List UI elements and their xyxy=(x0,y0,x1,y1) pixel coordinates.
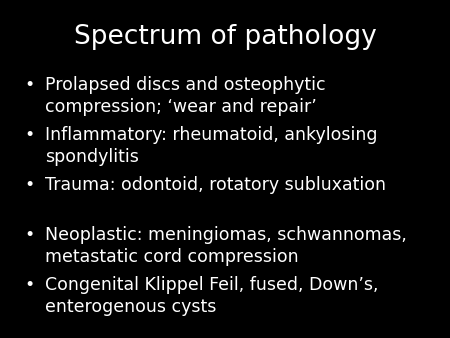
Text: Spectrum of pathology: Spectrum of pathology xyxy=(74,24,376,50)
Text: •: • xyxy=(25,276,35,294)
Text: •: • xyxy=(25,226,35,244)
Text: Congenital Klippel Feil, fused, Down’s,
enterogenous cysts: Congenital Klippel Feil, fused, Down’s, … xyxy=(45,276,378,316)
Text: •: • xyxy=(25,176,35,194)
Text: •: • xyxy=(25,126,35,144)
Text: Prolapsed discs and osteophytic
compression; ‘wear and repair’: Prolapsed discs and osteophytic compress… xyxy=(45,76,326,116)
Text: Neoplastic: meningiomas, schwannomas,
metastatic cord compression: Neoplastic: meningiomas, schwannomas, me… xyxy=(45,226,407,266)
Text: Inflammatory: rheumatoid, ankylosing
spondylitis: Inflammatory: rheumatoid, ankylosing spo… xyxy=(45,126,378,166)
Text: Trauma: odontoid, rotatory subluxation: Trauma: odontoid, rotatory subluxation xyxy=(45,176,386,194)
Text: •: • xyxy=(25,76,35,94)
